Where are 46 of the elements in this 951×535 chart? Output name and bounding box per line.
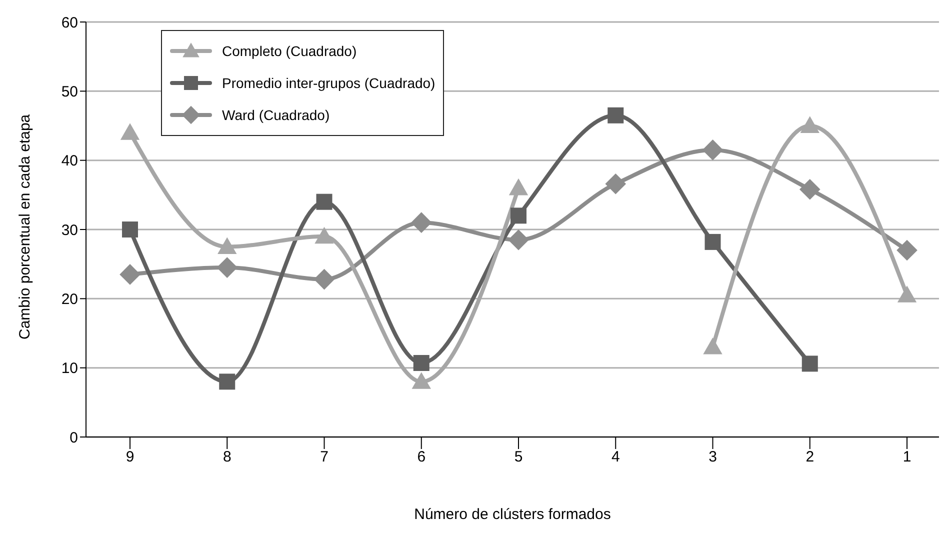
point bbox=[703, 337, 722, 354]
y-tick-label: 30 bbox=[61, 222, 78, 239]
y-tick-label: 60 bbox=[61, 14, 78, 32]
point bbox=[800, 116, 820, 133]
x-tick-label: 3 bbox=[708, 448, 717, 466]
point bbox=[218, 237, 237, 254]
y-axis-title: Cambio porcentual en cada etapa bbox=[16, 114, 34, 340]
point bbox=[897, 286, 917, 302]
point bbox=[799, 178, 820, 200]
y-tick-label: 0 bbox=[70, 429, 78, 446]
point bbox=[314, 268, 335, 290]
y-tick-label: 40 bbox=[61, 152, 78, 170]
point bbox=[508, 178, 528, 196]
x-tick-label: 2 bbox=[806, 448, 814, 466]
point bbox=[314, 226, 334, 244]
point bbox=[120, 264, 140, 285]
legend-label: Completo (Cuadrado) bbox=[222, 43, 357, 59]
point bbox=[702, 140, 724, 160]
x-tick-label: 1 bbox=[902, 448, 912, 466]
legend-label: Promedio inter-grupos (Cuadrado) bbox=[222, 75, 436, 91]
x-tick-label: 4 bbox=[611, 448, 620, 466]
legend-label: Ward (Cuadrado) bbox=[222, 107, 330, 123]
point bbox=[219, 374, 236, 390]
point bbox=[122, 222, 138, 238]
y-tick-label: 10 bbox=[61, 360, 78, 378]
point bbox=[413, 354, 430, 371]
point bbox=[216, 257, 238, 278]
y-tick-label: 50 bbox=[61, 83, 78, 100]
point bbox=[896, 240, 918, 261]
point bbox=[120, 123, 140, 140]
x-tick-label: 7 bbox=[320, 448, 328, 466]
point bbox=[410, 212, 432, 233]
x-tick-label: 9 bbox=[126, 448, 134, 466]
x-tick-label: 5 bbox=[514, 448, 523, 466]
point bbox=[412, 372, 431, 389]
point bbox=[802, 356, 818, 372]
point bbox=[704, 234, 721, 250]
x-tick-label: 6 bbox=[417, 448, 426, 466]
point bbox=[316, 194, 332, 210]
point bbox=[608, 107, 624, 124]
point bbox=[605, 173, 626, 194]
point bbox=[510, 208, 526, 224]
x-axis-title: Número de clústers formados bbox=[414, 506, 611, 523]
x-tick-label: 8 bbox=[222, 448, 232, 466]
y-tick-label: 20 bbox=[61, 290, 78, 308]
point bbox=[508, 229, 529, 250]
